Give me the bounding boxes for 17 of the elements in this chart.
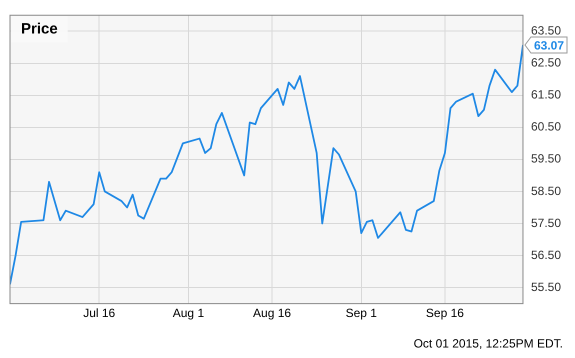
text: Oct 01 2015, 12:25PM EDT. (414, 336, 563, 350)
y-tick-label: 58.50 (530, 184, 562, 198)
y-tick-label: 55.50 (530, 280, 562, 294)
x-tick-label: Aug 16 (253, 306, 292, 320)
y-tick-label: 59.50 (530, 152, 562, 166)
data-label: 63.07 (534, 38, 564, 52)
x-tick-label: Aug 1 (172, 306, 204, 320)
y-tick-label: 60.50 (530, 120, 562, 134)
y-tick-label: 56.50 (530, 248, 562, 262)
chart-title: Price (21, 20, 58, 38)
x-tick-label: Jul 16 (83, 306, 116, 320)
y-tick-label: 62.50 (530, 56, 562, 70)
y-tick-label: 61.50 (530, 88, 562, 102)
y-tick-label: 63.50 (530, 24, 562, 38)
x-tick-label: Sep 16 (426, 306, 464, 320)
y-tick-label: 57.50 (530, 216, 562, 230)
x-tick-label: Sep 1 (346, 306, 378, 320)
